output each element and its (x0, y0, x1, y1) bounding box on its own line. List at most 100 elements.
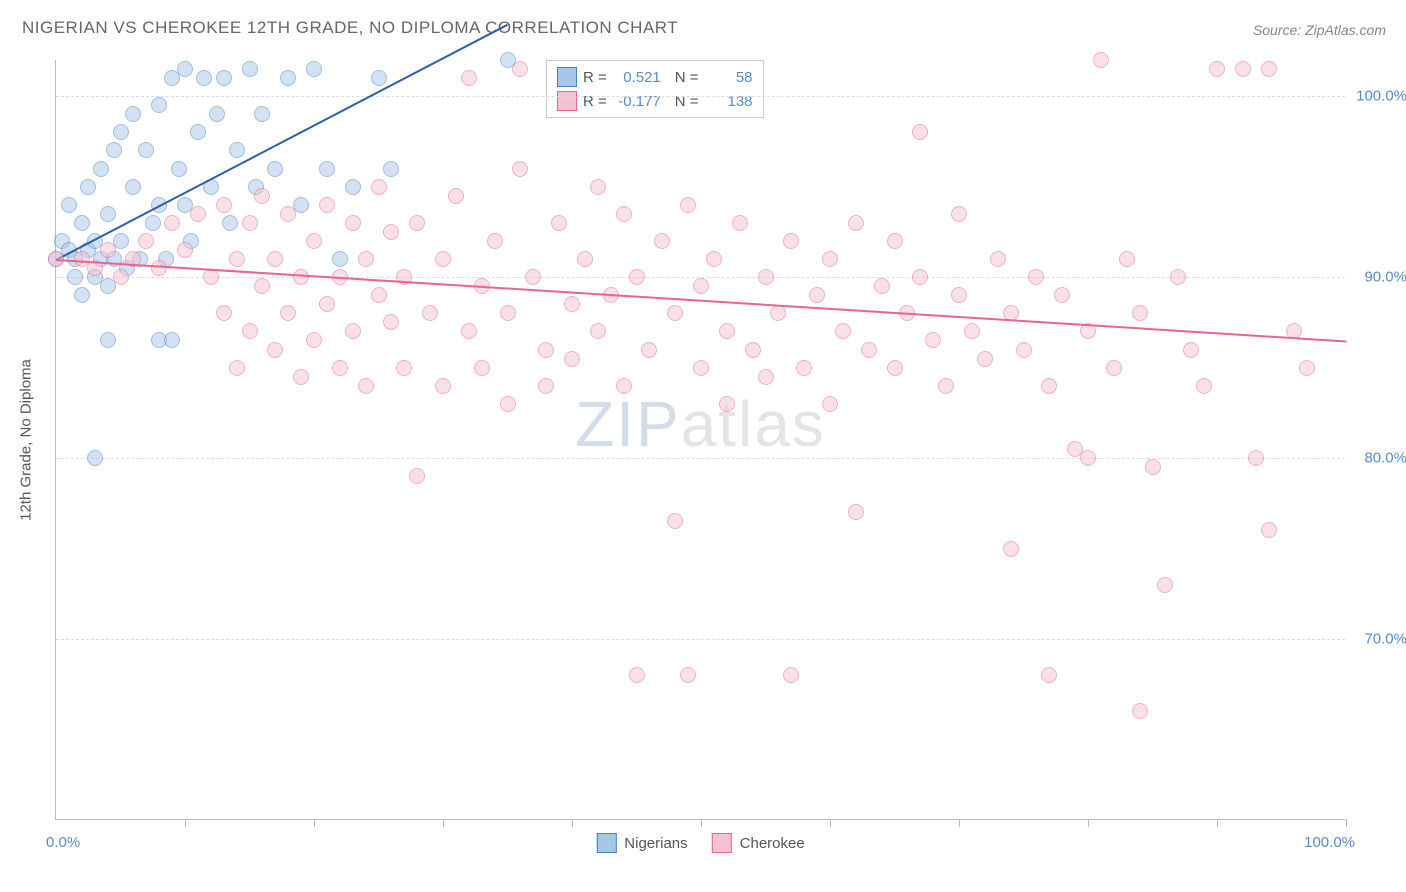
data-point (371, 287, 387, 303)
data-point (67, 269, 83, 285)
data-point (887, 360, 903, 376)
data-point (887, 233, 903, 249)
data-point (461, 70, 477, 86)
data-point (964, 323, 980, 339)
data-point (203, 269, 219, 285)
data-point (319, 197, 335, 213)
data-point (138, 233, 154, 249)
data-point (100, 332, 116, 348)
data-point (1028, 269, 1044, 285)
data-point (164, 332, 180, 348)
data-point (196, 70, 212, 86)
data-point (538, 378, 554, 394)
data-point (1209, 61, 1225, 77)
data-point (216, 305, 232, 321)
data-point (1261, 522, 1277, 538)
data-point (267, 342, 283, 358)
x-tick (443, 819, 444, 827)
data-point (435, 251, 451, 267)
r-value: -0.177 (613, 93, 661, 110)
data-point (229, 360, 245, 376)
data-point (222, 215, 238, 231)
x-tick (572, 819, 573, 827)
data-point (551, 215, 567, 231)
data-point (641, 342, 657, 358)
data-point (1093, 52, 1109, 68)
data-point (242, 61, 258, 77)
data-point (848, 215, 864, 231)
data-point (242, 323, 258, 339)
data-point (358, 378, 374, 394)
data-point (629, 269, 645, 285)
x-tick (701, 819, 702, 827)
data-point (693, 278, 709, 294)
data-point (1248, 450, 1264, 466)
data-point (190, 206, 206, 222)
data-point (629, 667, 645, 683)
y-tick-label: 90.0% (1364, 269, 1406, 286)
data-point (706, 251, 722, 267)
data-point (435, 378, 451, 394)
data-point (925, 332, 941, 348)
data-point (1003, 541, 1019, 557)
data-point (525, 269, 541, 285)
data-point (80, 179, 96, 195)
data-point (371, 70, 387, 86)
data-point (1235, 61, 1251, 77)
data-point (1299, 360, 1315, 376)
data-point (125, 106, 141, 122)
data-point (809, 287, 825, 303)
data-point (93, 161, 109, 177)
data-point (951, 287, 967, 303)
r-value: 0.521 (613, 69, 661, 86)
data-point (229, 251, 245, 267)
data-point (106, 142, 122, 158)
data-point (254, 188, 270, 204)
data-point (1041, 378, 1057, 394)
data-point (667, 305, 683, 321)
data-point (783, 233, 799, 249)
data-point (100, 206, 116, 222)
data-point (1183, 342, 1199, 358)
x-tick (185, 819, 186, 827)
n-value: 138 (705, 93, 753, 110)
data-point (1016, 342, 1032, 358)
data-point (293, 269, 309, 285)
data-point (474, 360, 490, 376)
data-point (216, 197, 232, 213)
data-point (319, 296, 335, 312)
data-point (345, 215, 361, 231)
legend-item: Cherokee (712, 833, 805, 853)
data-point (151, 97, 167, 113)
legend-label: Nigerians (624, 835, 687, 852)
data-point (693, 360, 709, 376)
correlation-legend: R =0.521N =58R =-0.177N =138 (546, 60, 764, 118)
data-point (848, 504, 864, 520)
data-point (977, 351, 993, 367)
data-point (345, 323, 361, 339)
data-point (1196, 378, 1212, 394)
x-axis-max-label: 100.0% (1304, 834, 1355, 851)
data-point (758, 269, 774, 285)
data-point (87, 450, 103, 466)
x-tick (314, 819, 315, 827)
data-point (383, 314, 399, 330)
chart-title: NIGERIAN VS CHEROKEE 12TH GRADE, NO DIPL… (22, 18, 678, 38)
data-point (990, 251, 1006, 267)
data-point (874, 278, 890, 294)
data-point (74, 215, 90, 231)
data-point (951, 206, 967, 222)
y-tick-label: 100.0% (1356, 88, 1406, 105)
data-point (74, 287, 90, 303)
data-point (680, 197, 696, 213)
data-point (319, 161, 335, 177)
data-point (667, 513, 683, 529)
data-point (912, 124, 928, 140)
source-attribution: Source: ZipAtlas.com (1253, 22, 1386, 38)
data-point (177, 61, 193, 77)
y-tick-label: 80.0% (1364, 450, 1406, 467)
data-point (151, 260, 167, 276)
x-tick (1217, 819, 1218, 827)
series-legend: Nigerians Cherokee (596, 833, 804, 853)
trend-line (56, 24, 508, 261)
